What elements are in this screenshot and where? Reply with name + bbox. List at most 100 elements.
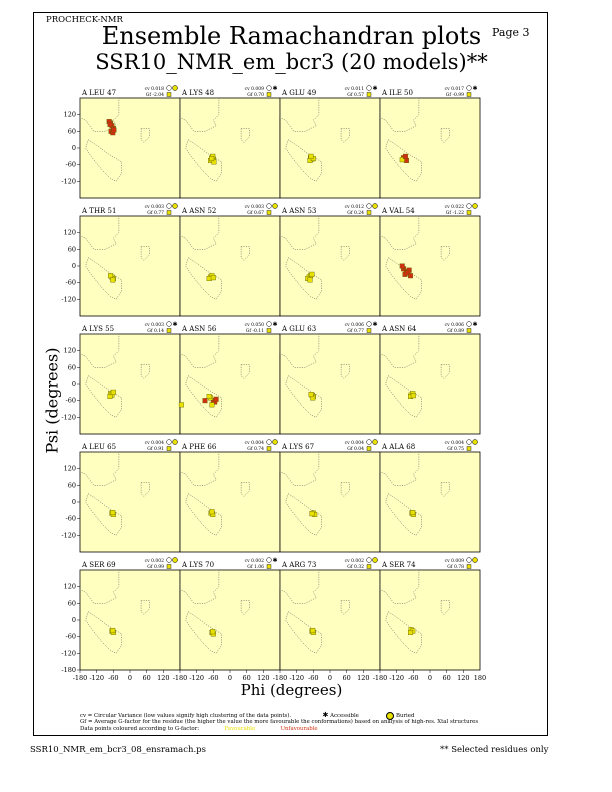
residue-label: A LEU 47 <box>81 89 116 97</box>
buried-icon <box>372 439 378 445</box>
data-point <box>107 394 113 400</box>
data-point <box>110 510 116 516</box>
gf-value: Gf 0.32 <box>347 564 364 570</box>
data-point <box>308 153 314 159</box>
cv-value: cv 0.003 <box>245 204 265 210</box>
x-tick-label: 60 <box>443 674 451 682</box>
allowed-region <box>85 375 122 418</box>
gf-value: Gf 0.78 <box>447 564 464 570</box>
cv-icon <box>266 557 272 563</box>
data-point <box>206 276 212 282</box>
cv-value: cv 0.009 <box>245 86 265 92</box>
legend-accessible: Accessible <box>330 713 359 719</box>
cv-value: cv 0.012 <box>345 204 365 210</box>
panel-15 <box>279 451 381 553</box>
allowed-region <box>185 375 222 418</box>
residue-label: A GLU 63 <box>281 325 316 333</box>
buried-icon <box>472 203 478 209</box>
buried-icon <box>172 85 178 91</box>
y-tick-label: -60 <box>66 279 76 287</box>
cv-value: cv 0.004 <box>245 440 265 446</box>
cv-icon <box>166 203 172 209</box>
residue-label: A ASN 53 <box>281 207 316 215</box>
residue-label: A SER 69 <box>81 561 116 569</box>
legend-colour-row: Data points coloured according to G-fact… <box>80 726 318 732</box>
x-tick-label: 120 <box>257 674 269 682</box>
cv-icon <box>166 557 172 563</box>
buried-icon <box>372 203 378 209</box>
legend-unfavourable: Unfavourable <box>280 726 318 732</box>
allowed-region <box>185 139 222 182</box>
data-point <box>405 270 411 276</box>
data-point <box>399 157 405 163</box>
data-point <box>209 402 215 408</box>
cv-value: cv 0.018 <box>145 86 165 92</box>
x-tick-label: -60 <box>208 674 218 682</box>
panel-7 <box>279 215 381 317</box>
panel-4 <box>379 97 481 199</box>
allowed-region <box>385 375 422 418</box>
page-frame: PROCHECK-NMR Page 3 Ensemble Ramachandra… <box>33 12 548 736</box>
cv-value: cv 0.003 <box>145 322 165 328</box>
gf-swatch <box>166 564 172 569</box>
cv-icon <box>266 203 272 209</box>
cv-value: cv 0.006 <box>345 322 365 328</box>
gf-swatch <box>266 446 272 451</box>
gf-swatch <box>166 210 172 215</box>
panel-3 <box>279 97 381 199</box>
footer-note: ** Selected residues only <box>440 745 549 755</box>
gf-swatch <box>466 92 472 97</box>
cv-icon <box>466 557 472 563</box>
gf-value: Gf 0.57 <box>347 92 364 98</box>
data-point <box>307 277 313 283</box>
y-tick-label: 0 <box>72 262 76 270</box>
allowed-region <box>385 611 422 654</box>
x-tick-label: -60 <box>408 674 418 682</box>
gf-swatch <box>266 564 272 569</box>
cv-icon <box>466 85 472 91</box>
panel-6 <box>179 215 281 317</box>
legend-cv-text: cv = Circular Variance (low values signi… <box>80 713 292 719</box>
cv-icon <box>466 439 472 445</box>
cv-icon <box>266 321 272 327</box>
panel-18 <box>179 569 281 671</box>
panel-19 <box>279 569 381 671</box>
gf-swatch <box>166 92 172 97</box>
accessible-icon: ✱ <box>172 321 177 328</box>
accessible-icon: ✱ <box>272 557 277 564</box>
cv-value: cv 0.004 <box>345 440 365 446</box>
y-tick-label: -180 <box>61 666 76 674</box>
data-point <box>111 127 117 133</box>
panel-12 <box>379 333 481 435</box>
data-point <box>210 275 216 281</box>
gf-value: Gf 0.74 <box>247 446 264 452</box>
x-tick-label: 60 <box>343 674 351 682</box>
buried-icon <box>272 439 278 445</box>
y-tick-label: 120 <box>64 229 76 237</box>
footer-filename: SSR10_NMR_em_bcr3_08_ensramach.ps <box>30 745 206 755</box>
accessible-icon: ✱ <box>272 321 277 328</box>
y-tick-label: -120 <box>61 649 76 657</box>
accessible-icon: ✱ <box>272 85 277 92</box>
y-tick-label: 60 <box>68 127 76 135</box>
data-point <box>310 628 316 634</box>
data-point <box>410 510 416 516</box>
y-tick-label: 60 <box>68 481 76 489</box>
residue-label: A THR 51 <box>81 207 116 215</box>
cv-icon <box>166 85 172 91</box>
data-point <box>408 630 414 636</box>
data-point <box>202 398 208 404</box>
gf-swatch <box>366 328 372 333</box>
allowed-region <box>285 611 322 654</box>
allowed-region <box>285 493 322 536</box>
data-point <box>309 511 315 517</box>
cv-value: cv 0.006 <box>445 322 465 328</box>
legend-favourable: Favourable <box>224 726 256 732</box>
y-tick-label: -120 <box>61 531 76 539</box>
y-tick-label: -60 <box>66 515 76 523</box>
cv-icon <box>266 439 272 445</box>
x-tick-label: 180 <box>474 674 486 682</box>
gf-swatch <box>266 92 272 97</box>
gf-value: Gf 0.24 <box>347 210 364 216</box>
